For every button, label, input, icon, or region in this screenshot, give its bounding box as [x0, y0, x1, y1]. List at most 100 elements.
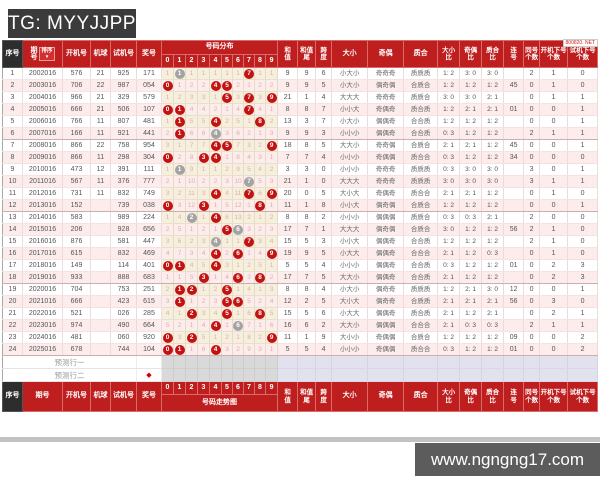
prediction-value-cell[interactable]	[403, 368, 439, 382]
cell-size: 大大小	[331, 139, 369, 152]
prize-ball-red: 5	[222, 297, 232, 307]
prediction-value-cell[interactable]	[523, 368, 541, 382]
footer-header-test-next-count: 试机下号 个数	[567, 381, 599, 412]
prediction-dist-cell[interactable]	[173, 355, 186, 369]
prediction-value-cell[interactable]	[503, 368, 525, 382]
prediction-value-cell[interactable]	[437, 355, 461, 369]
cell-prize-number: 777	[136, 175, 162, 188]
prediction-value-cell[interactable]	[331, 355, 369, 369]
miss-count: 1	[177, 142, 182, 149]
dist-cell: 4	[185, 103, 198, 116]
prediction-value-cell[interactable]	[277, 368, 299, 382]
miss-count: 1	[189, 70, 194, 77]
cell-size-ratio: 1: 2	[437, 283, 461, 296]
prediction-value-cell[interactable]	[403, 355, 439, 369]
dist-cell: 2	[221, 247, 233, 260]
prediction-label[interactable]: 预测行二	[2, 368, 137, 382]
cell-size-ratio: 2: 1	[437, 295, 461, 308]
prediction-value-cell[interactable]	[539, 368, 569, 382]
site-watermark: www.ngngng17.com	[415, 443, 600, 476]
cell-prize-number: 285	[136, 307, 162, 320]
prediction-dist-cell[interactable]	[209, 368, 222, 382]
cell-size-ratio: 1: 2	[437, 103, 461, 116]
table-shadow	[0, 437, 600, 442]
footer-digit-6: 6	[232, 381, 244, 395]
prediction-dist-cell[interactable]	[221, 355, 233, 369]
prediction-value-cell[interactable]	[315, 368, 333, 382]
prediction-value-cell[interactable]	[367, 368, 405, 382]
dist-cell: 1	[265, 343, 279, 356]
prediction-dist-cell[interactable]	[265, 355, 279, 369]
cell-open-number: 206	[62, 223, 91, 236]
prediction-value-cell[interactable]	[503, 355, 525, 369]
cell-same-count: 0	[523, 139, 541, 152]
prediction-dist-cell[interactable]	[161, 368, 174, 382]
cell-parity-ratio: 2: 1	[459, 139, 483, 152]
prediction-dist-cell[interactable]	[185, 368, 198, 382]
miss-count: 4	[236, 106, 240, 113]
prediction-dist-cell[interactable]	[185, 355, 198, 369]
cell-parity-ratio: 2: 1	[459, 103, 483, 116]
dist-cell: 5	[221, 199, 233, 212]
prediction-value-cell[interactable]	[315, 355, 333, 369]
prediction-dist-cell[interactable]	[243, 368, 255, 382]
dist-cell: 5	[254, 259, 266, 272]
prediction-dist-cell[interactable]	[232, 368, 244, 382]
cell-sum: 5	[277, 343, 299, 356]
prediction-value-cell[interactable]	[297, 355, 317, 369]
dist-cell: 3	[254, 151, 266, 164]
prediction-dist-cell[interactable]	[265, 368, 279, 382]
prediction-value-cell[interactable]	[481, 355, 505, 369]
prediction-dist-cell[interactable]	[254, 368, 266, 382]
prediction-dist-cell[interactable]	[232, 355, 244, 369]
prediction-value-cell[interactable]	[437, 368, 461, 382]
prediction-dist-cell[interactable]	[209, 355, 222, 369]
prediction-dist-cell[interactable]	[173, 368, 186, 382]
prediction-value-cell[interactable]	[567, 355, 599, 369]
prediction-value-cell[interactable]	[459, 368, 483, 382]
prediction-value-cell[interactable]	[459, 355, 483, 369]
miss-count: 3	[247, 274, 251, 281]
prediction-value-cell[interactable]	[297, 368, 317, 382]
sort-button[interactable]: 排序 ▼	[39, 47, 55, 61]
dist-cell: 1	[173, 163, 186, 176]
footer-digit-9: 9	[264, 381, 279, 395]
miss-count: 10	[187, 178, 196, 185]
prediction-value-cell[interactable]	[523, 355, 541, 369]
cell-prime: 质合合	[403, 343, 439, 356]
miss-count: 3	[165, 190, 170, 197]
cell-sum-tail: 0	[297, 187, 317, 200]
cell-test-number: 423	[110, 295, 137, 308]
prize-ball-red: 1	[174, 129, 185, 139]
prediction-dist-cell[interactable]	[197, 355, 210, 369]
prediction-value-cell[interactable]	[481, 368, 505, 382]
dist-cell: 2	[254, 139, 266, 152]
prediction-dist-cell[interactable]	[254, 355, 266, 369]
prediction-value-cell[interactable]	[331, 368, 369, 382]
dist-cell: 4	[209, 139, 222, 152]
prediction-dist-cell[interactable]	[197, 368, 210, 382]
miss-count: 1	[236, 238, 240, 245]
prediction-label[interactable]: 预测行一	[2, 355, 137, 369]
cell-parity-ratio: 1: 2	[459, 115, 483, 128]
cell-prize-number: 401	[136, 259, 162, 272]
prediction-dist-cell[interactable]	[221, 368, 233, 382]
cell-sum-tail: 5	[297, 307, 317, 320]
miss-count: 2	[225, 166, 229, 173]
prediction-dist-cell[interactable]	[243, 355, 255, 369]
cell-test-number: 026	[110, 307, 137, 320]
miss-count: 2	[247, 130, 251, 137]
cell-prime: 质合合	[403, 151, 439, 164]
prediction-dist-cell[interactable]	[161, 355, 174, 369]
prediction-value-cell[interactable]	[539, 355, 569, 369]
dist-cell: 0	[161, 103, 174, 116]
prediction-value-cell[interactable]	[367, 355, 405, 369]
miss-count: 5	[201, 334, 206, 341]
dist-cell: 6	[265, 319, 279, 332]
header-line: 比	[467, 396, 474, 404]
cell-test-number: 298	[110, 151, 137, 164]
prediction-value-cell[interactable]	[567, 368, 599, 382]
prediction-value-cell[interactable]	[277, 355, 299, 369]
cell-parity-ratio: 0: 3	[459, 211, 483, 224]
dist-cell: 4	[209, 211, 222, 224]
